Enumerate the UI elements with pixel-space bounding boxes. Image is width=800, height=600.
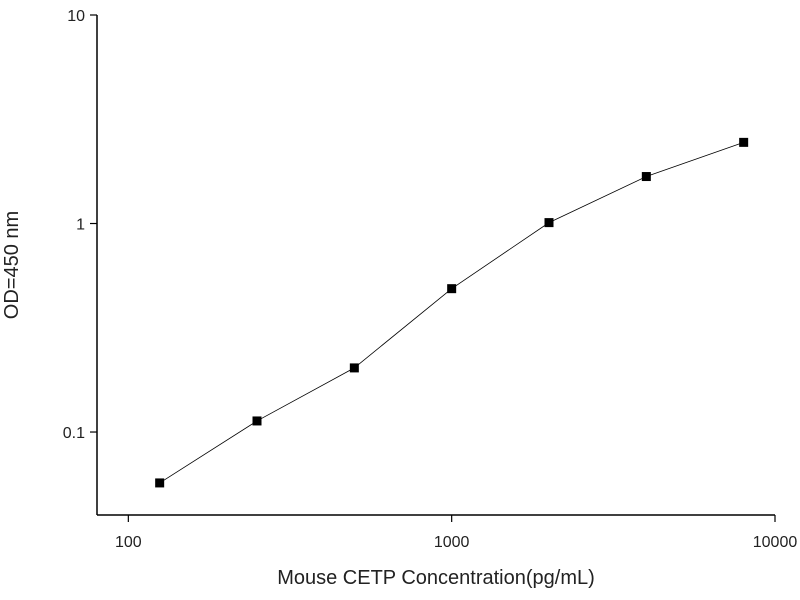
data-point [349, 363, 359, 373]
data-point [252, 416, 262, 426]
x-tick-label: 1000 [434, 534, 470, 551]
data-line [159, 141, 744, 484]
x-tick-label: 100 [115, 534, 142, 551]
data-point [739, 137, 749, 147]
data-point [544, 218, 554, 228]
x-tick-label: 10000 [753, 534, 798, 551]
y-tick-label: 10 [67, 8, 85, 25]
data-point [641, 172, 651, 182]
y-tick-label: 1 [76, 217, 85, 234]
y-axis-label: OD=450 nm [1, 211, 23, 319]
x-axis-label: Mouse CETP Concentration(pg/mL) [277, 567, 595, 589]
data-point [447, 284, 457, 294]
y-tick-label: 0.1 [63, 425, 85, 442]
data-point [155, 478, 165, 488]
